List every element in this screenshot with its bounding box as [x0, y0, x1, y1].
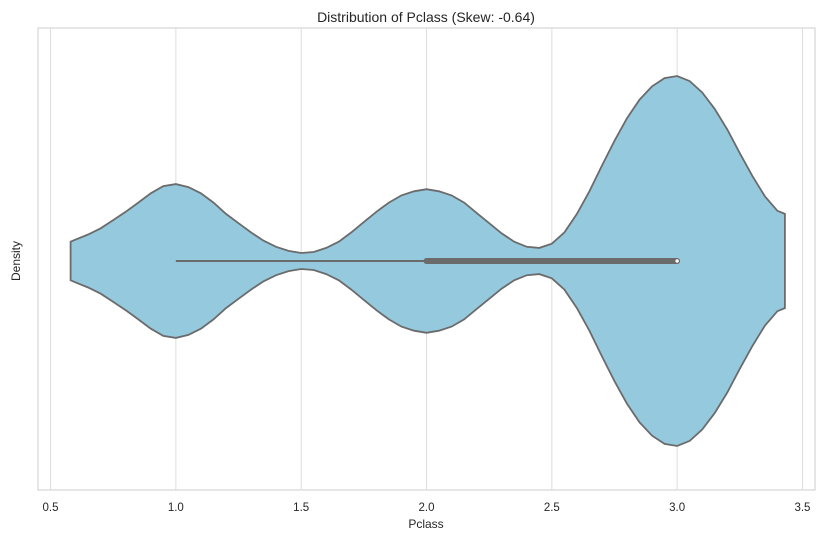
- x-tick-label: 1.0: [168, 502, 184, 514]
- x-tick-label: 3.5: [794, 502, 810, 514]
- x-axis-label: Pclass: [408, 517, 443, 531]
- box-median: [674, 258, 680, 264]
- x-tick-label: 2.0: [419, 502, 435, 514]
- chart-title: Distribution of Pclass (Skew: -0.64): [317, 9, 535, 25]
- x-tick-label: 2.5: [544, 502, 560, 514]
- x-tick-label: 3.0: [669, 502, 685, 514]
- x-tick-label: 1.5: [293, 502, 309, 514]
- x-tick-label: 0.5: [43, 502, 59, 514]
- x-tick-labels: 0.5 1.0 1.5 2.0 2.5 3.0 3.5: [43, 502, 811, 514]
- y-axis-label: Density: [9, 241, 23, 281]
